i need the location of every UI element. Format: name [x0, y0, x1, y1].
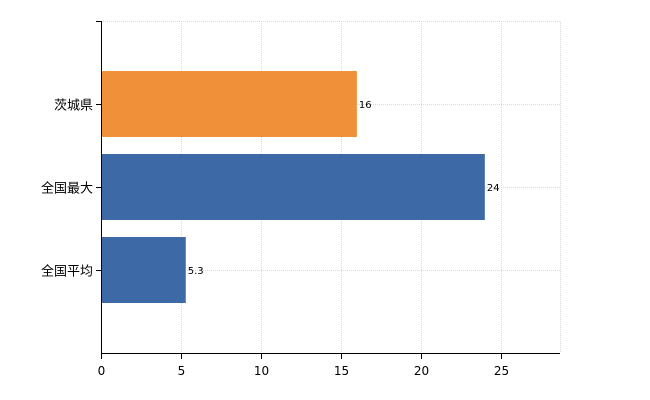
x-tick-label: 20 [414, 364, 429, 378]
category-label: 全国平均 [41, 264, 93, 280]
axes [96, 21, 560, 359]
x-tick-label: 0 [98, 364, 106, 378]
category-label: 全国最大 [41, 181, 93, 197]
x-tick-label: 5 [178, 364, 186, 378]
bar [101, 237, 186, 303]
category-label: 茨城県 [54, 99, 93, 114]
data-label: 16 [359, 100, 372, 111]
bars [101, 71, 485, 303]
bar [101, 154, 485, 220]
bar [101, 71, 357, 137]
x-tick-label: 10 [254, 364, 269, 378]
x-tick-label: 15 [334, 364, 349, 378]
data-label: 5.3 [188, 266, 204, 277]
data-label: 24 [487, 183, 500, 194]
x-tick-label: 25 [494, 364, 509, 378]
